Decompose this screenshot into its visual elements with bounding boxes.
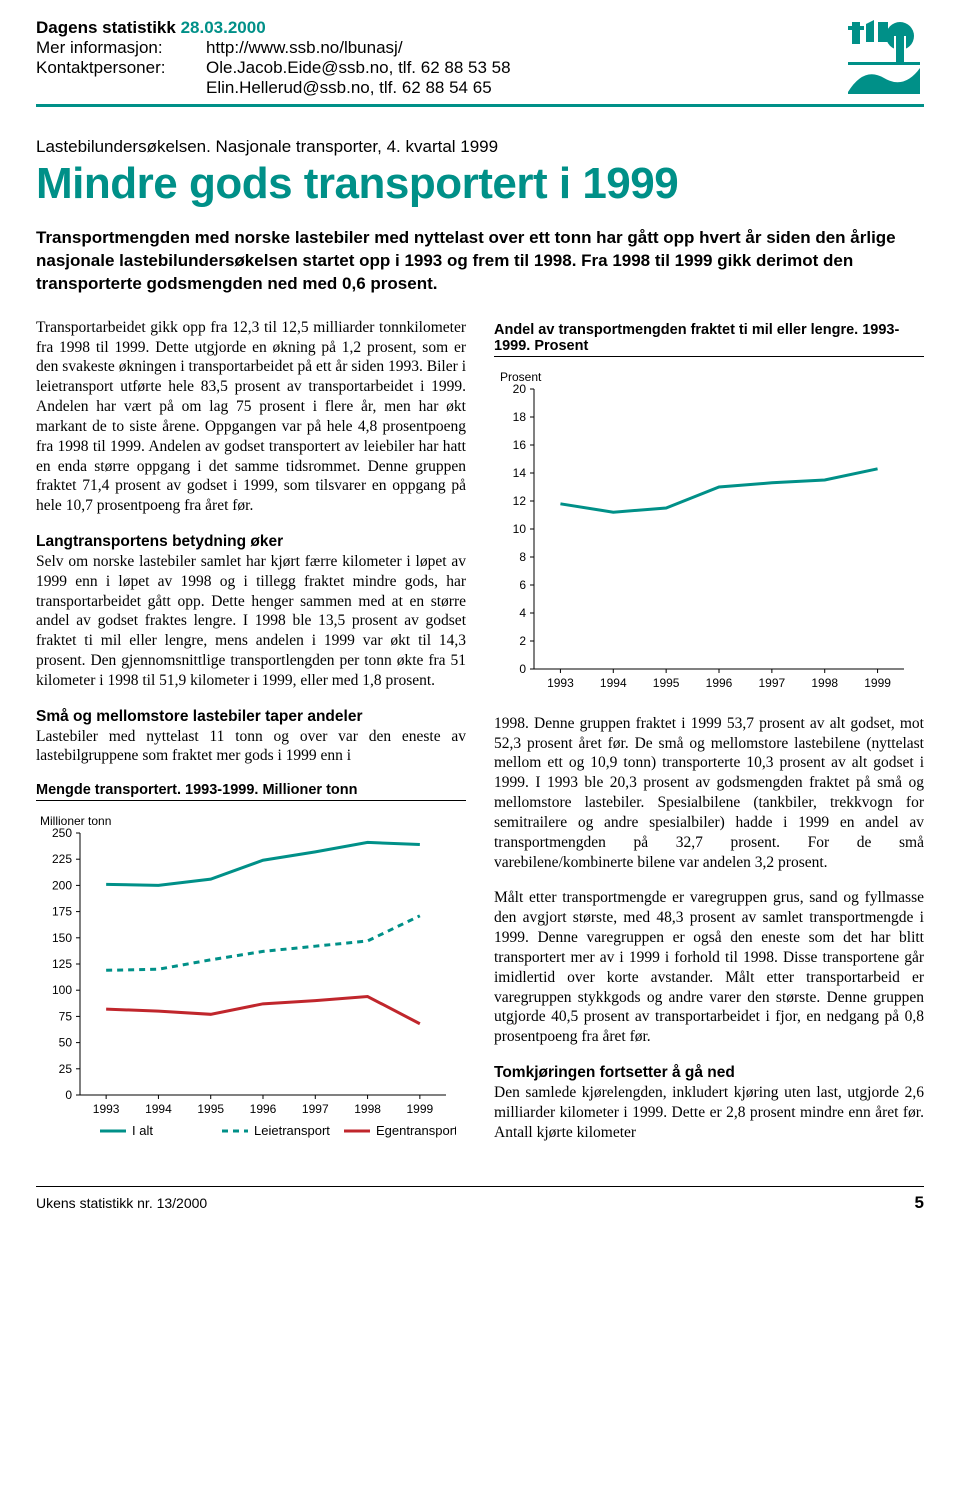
paragraph-3: Små og mellomstore lastebiler taper ande… bbox=[36, 707, 466, 766]
svg-text:2: 2 bbox=[519, 634, 526, 648]
svg-text:1997: 1997 bbox=[759, 676, 786, 690]
svg-text:8: 8 bbox=[519, 550, 526, 564]
p2-title: Langtransportens betydning øker bbox=[36, 533, 283, 550]
chart2-title-rule bbox=[36, 800, 466, 801]
svg-text:1995: 1995 bbox=[197, 1102, 224, 1116]
p6-title: Tomkjøringen fortsetter å gå ned bbox=[494, 1064, 735, 1081]
contact-line1: Ole.Jacob.Eide@ssb.no, tlf. 62 88 53 58 bbox=[206, 58, 511, 78]
paragraph-6: Tomkjøringen fortsetter å gå ned Den sam… bbox=[494, 1063, 924, 1142]
chart1-title: Andel av transportmengden fraktet ti mil… bbox=[494, 322, 924, 354]
svg-text:0: 0 bbox=[65, 1088, 72, 1102]
svg-text:Egentransport: Egentransport bbox=[376, 1123, 456, 1138]
svg-text:50: 50 bbox=[59, 1036, 73, 1050]
ssb-logo bbox=[844, 18, 924, 98]
info-value: http://www.ssb.no/lbunasj/ bbox=[206, 38, 403, 58]
svg-text:12: 12 bbox=[513, 494, 527, 508]
p6-body: Den samlede kjørelengden, inkludert kjør… bbox=[494, 1084, 924, 1141]
svg-text:16: 16 bbox=[513, 438, 527, 452]
svg-text:1993: 1993 bbox=[93, 1102, 120, 1116]
header-title-row: Dagens statistikk 28.03.2000 bbox=[36, 18, 844, 38]
header-title: Dagens statistikk bbox=[36, 18, 176, 37]
svg-text:1993: 1993 bbox=[547, 676, 574, 690]
header-contact-row2: Elin.Hellerud@ssb.no, tlf. 62 88 54 65 bbox=[36, 78, 844, 98]
paragraph-5: Målt etter transportmengde er varegruppe… bbox=[494, 888, 924, 1047]
svg-text:1999: 1999 bbox=[864, 676, 891, 690]
svg-text:150: 150 bbox=[52, 931, 72, 945]
p3-body: Lastebiler med nyttelast 11 tonn og over… bbox=[36, 728, 466, 765]
svg-text:25: 25 bbox=[59, 1062, 73, 1076]
page-header: Dagens statistikk 28.03.2000 Mer informa… bbox=[36, 18, 924, 98]
footer-page-number: 5 bbox=[915, 1193, 924, 1213]
svg-text:18: 18 bbox=[513, 410, 527, 424]
svg-text:1996: 1996 bbox=[250, 1102, 277, 1116]
svg-text:Leietransport: Leietransport bbox=[254, 1123, 330, 1138]
svg-text:125: 125 bbox=[52, 957, 72, 971]
svg-text:20: 20 bbox=[513, 382, 527, 396]
header-date: 28.03.2000 bbox=[181, 18, 266, 37]
svg-text:1999: 1999 bbox=[407, 1102, 434, 1116]
article-ingress: Transportmengden med norske lastebiler m… bbox=[36, 227, 924, 296]
svg-text:1998: 1998 bbox=[811, 676, 838, 690]
svg-text:10: 10 bbox=[513, 522, 527, 536]
svg-text:6: 6 bbox=[519, 578, 526, 592]
article-headline: Mindre gods transportert i 1999 bbox=[36, 159, 924, 209]
svg-text:225: 225 bbox=[52, 852, 72, 866]
chart-1: Andel av transportmengden fraktet ti mil… bbox=[494, 322, 924, 702]
paragraph-4: 1998. Denne gruppen fraktet i 1999 53,7 … bbox=[494, 714, 924, 873]
svg-text:1994: 1994 bbox=[600, 676, 627, 690]
svg-text:I alt: I alt bbox=[132, 1123, 153, 1138]
p2-body: Selv om norske lastebiler samlet har kjø… bbox=[36, 553, 466, 689]
right-column: Andel av transportmengden fraktet ti mil… bbox=[494, 318, 924, 1168]
chart1-svg: Prosent024681012141618201993199419951996… bbox=[494, 367, 914, 697]
svg-text:1996: 1996 bbox=[706, 676, 733, 690]
article-columns: Transportarbeidet gikk opp fra 12,3 til … bbox=[36, 318, 924, 1168]
svg-text:14: 14 bbox=[513, 466, 527, 480]
svg-text:1995: 1995 bbox=[653, 676, 680, 690]
svg-text:175: 175 bbox=[52, 905, 72, 919]
left-column: Transportarbeidet gikk opp fra 12,3 til … bbox=[36, 318, 466, 1168]
page-footer: Ukens statistikk nr. 13/2000 5 bbox=[36, 1186, 924, 1213]
svg-text:Millioner tonn: Millioner tonn bbox=[40, 814, 111, 828]
svg-text:1997: 1997 bbox=[302, 1102, 329, 1116]
svg-text:1994: 1994 bbox=[145, 1102, 172, 1116]
svg-text:100: 100 bbox=[52, 983, 72, 997]
contact-line2: Elin.Hellerud@ssb.no, tlf. 62 88 54 65 bbox=[206, 78, 492, 98]
info-label: Mer informasjon: bbox=[36, 38, 206, 58]
contact-spacer bbox=[36, 78, 206, 98]
chart2-svg: Millioner tonn 0 25 50 75 100 125 150 175 200 225 2… bbox=[36, 811, 456, 1151]
header-text-block: Dagens statistikk 28.03.2000 Mer informa… bbox=[36, 18, 844, 98]
paragraph-1: Transportarbeidet gikk opp fra 12,3 til … bbox=[36, 318, 466, 516]
svg-text:0: 0 bbox=[519, 662, 526, 676]
chart2-title: Mengde transportert. 1993-1999. Millione… bbox=[36, 782, 466, 798]
article-pretitle: Lastebilundersøkelsen. Nasjonale transpo… bbox=[36, 137, 924, 157]
svg-text:1998: 1998 bbox=[354, 1102, 381, 1116]
footer-left: Ukens statistikk nr. 13/2000 bbox=[36, 1195, 207, 1211]
header-rule bbox=[36, 104, 924, 107]
p3-title: Små og mellomstore lastebiler taper ande… bbox=[36, 708, 362, 725]
contact-label: Kontaktpersoner: bbox=[36, 58, 206, 78]
svg-text:200: 200 bbox=[52, 879, 72, 893]
svg-text:250: 250 bbox=[52, 826, 72, 840]
chart-2: Mengde transportert. 1993-1999. Millione… bbox=[36, 782, 466, 1156]
svg-text:4: 4 bbox=[519, 606, 526, 620]
svg-text:75: 75 bbox=[59, 1010, 73, 1024]
paragraph-2: Langtransportens betydning øker Selv om … bbox=[36, 532, 466, 691]
chart1-title-rule bbox=[494, 356, 924, 357]
header-contact-row: Kontaktpersoner: Ole.Jacob.Eide@ssb.no, … bbox=[36, 58, 844, 78]
header-info-row: Mer informasjon: http://www.ssb.no/lbuna… bbox=[36, 38, 844, 58]
